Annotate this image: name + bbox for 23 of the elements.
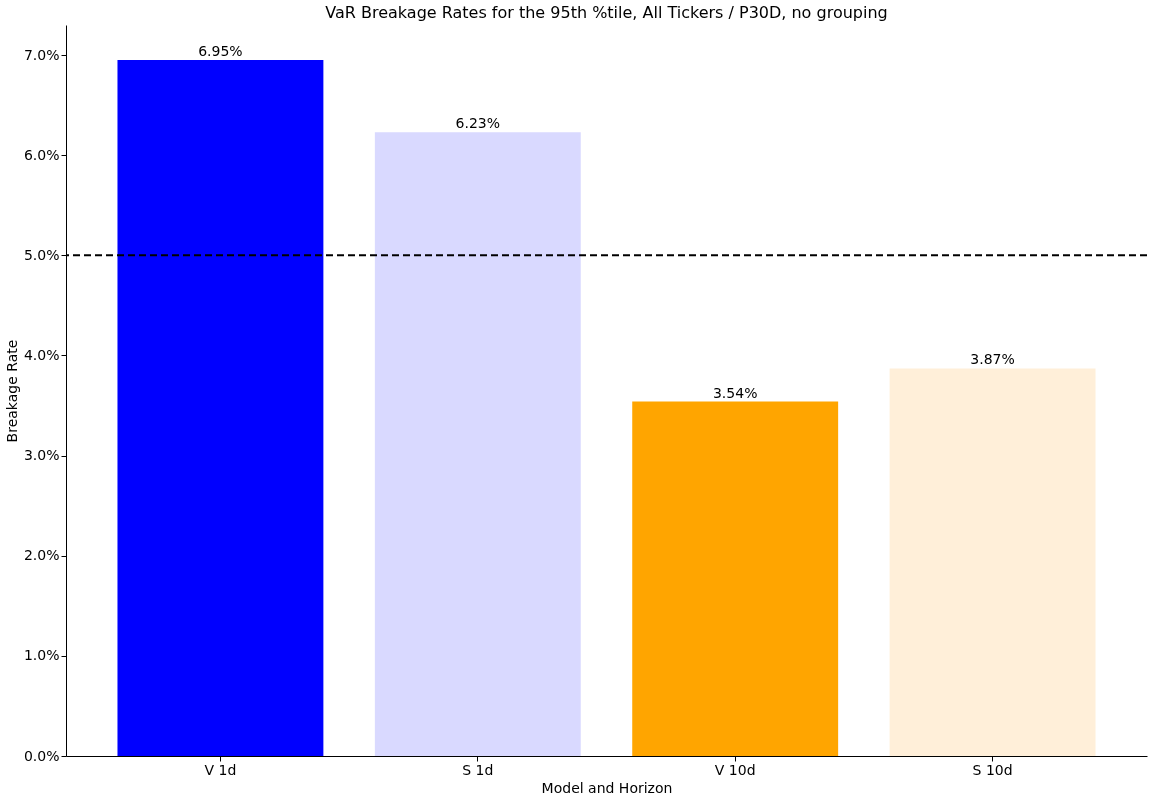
y-tick-label: 3.0% bbox=[23, 447, 60, 464]
y-tick-label: 6.0% bbox=[23, 146, 60, 163]
x-tick-label: S 1d bbox=[462, 761, 494, 778]
x-axis-title: Model and Horizon bbox=[541, 779, 673, 796]
y-axis-title: Breakage Rate bbox=[3, 339, 20, 443]
y-tick-label: 5.0% bbox=[23, 246, 60, 263]
x-tick-label: S 10d bbox=[972, 761, 1013, 778]
bar bbox=[374, 132, 581, 756]
data-label: 6.95% bbox=[198, 43, 243, 60]
chart-title: VaR Breakage Rates for the 95th %tile, All Tickers / P30D, no grouping bbox=[325, 3, 888, 22]
y-tick-label: 1.0% bbox=[23, 647, 60, 664]
data-label: 3.54% bbox=[712, 384, 758, 401]
y-tick-label: 4.0% bbox=[23, 346, 60, 363]
y-tick-label: 0.0% bbox=[23, 747, 60, 764]
y-tick-label: 2.0% bbox=[23, 547, 60, 564]
data-label: 6.23% bbox=[455, 115, 501, 132]
bar bbox=[632, 401, 839, 756]
x-tick-label: V 10d bbox=[714, 761, 756, 778]
x-tick-label: V 1d bbox=[204, 761, 237, 778]
y-tick-label: 7.0% bbox=[23, 46, 60, 63]
bar bbox=[117, 60, 324, 756]
bar bbox=[889, 368, 1096, 756]
data-label: 3.87% bbox=[970, 351, 1015, 368]
